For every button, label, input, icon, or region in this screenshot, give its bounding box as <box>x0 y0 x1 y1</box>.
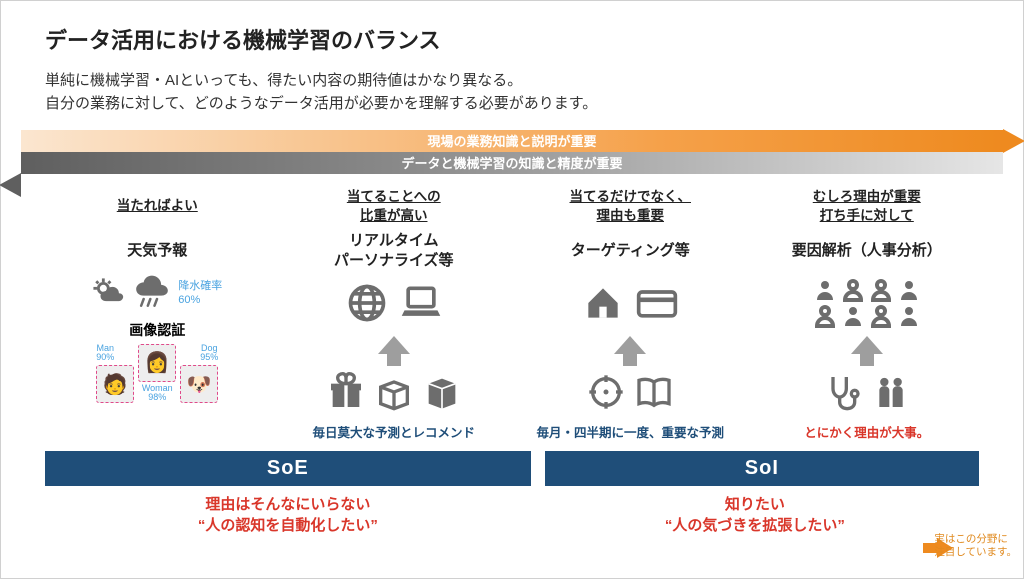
two-people-icon <box>871 372 911 412</box>
spectrum-top-label: 現場の業務知識と説明が重要 <box>427 131 596 150</box>
column-3: 当てるだけでなく、 理由も重要 ターゲティング等 毎月・四半期に一度、重要な予測 <box>518 188 743 441</box>
face-man: Man90% 🧑 <box>96 344 134 404</box>
columns: 当たればよい 天気予報 降水確率 60% 画像認証 Man90% <box>45 188 979 441</box>
open-box-icon <box>374 372 414 412</box>
rain-probability-label: 降水確率 60% <box>178 280 222 306</box>
column-4: むしろ理由が重要 打ち手に対して 要因解析（人事分析） <box>755 188 980 441</box>
subtitle-line2: 自分の業務に対して、どのようなデータ活用が必要かを理解する必要があります。 <box>45 95 597 112</box>
col2-caption: 毎日莫大な予測とレコメンド <box>312 422 475 441</box>
spectrum-top-bar: 現場の業務知識と説明が重要 <box>21 130 1003 152</box>
col1-image-label: 画像認証 <box>129 320 185 340</box>
slide-title: データ活用における機械学習のバランス <box>45 23 979 55</box>
col1-weather-icons: 降水確率 60% <box>92 274 222 314</box>
column-1: 当たればよい 天気予報 降水確率 60% 画像認証 Man90% <box>45 188 270 441</box>
col2-icons-bottom <box>326 368 462 416</box>
arrow-right-icon <box>1003 129 1024 153</box>
spectrum-bars: 現場の業務知識と説明が重要 データと機械学習の知識と精度が重要 <box>21 130 1003 176</box>
col3-head: 当てるだけでなく、 理由も重要 <box>570 188 692 226</box>
col3-caption: 毎月・四半期に一度、重要な予測 <box>536 422 724 441</box>
bottom-bands: SoE SoI <box>45 451 979 486</box>
col1-face-row: Man90% 🧑 👩 Woman98% Dog95% 🐶 <box>96 344 218 404</box>
face-man-tag: Man <box>97 343 115 353</box>
col2-example: リアルタイム パーソナライズ等 <box>334 230 454 272</box>
bottom-text-right: 知りたい “人の気づきを拡張したい” <box>531 494 979 538</box>
spectrum-bottom-label: データと機械学習の知識と精度が重要 <box>401 153 622 172</box>
card-icon <box>635 281 679 325</box>
face-man-pct: 90% <box>96 352 114 362</box>
band-soe: SoE <box>45 451 531 486</box>
gift-icon <box>326 372 366 412</box>
col4-icons-top <box>807 278 927 328</box>
slide: データ活用における機械学習のバランス 単純に機械学習・AIといっても、得たい内容… <box>1 1 1023 537</box>
face-woman-tag: Woman <box>142 383 173 393</box>
col3-example: ターゲティング等 <box>571 230 690 272</box>
arrow-left-icon <box>0 173 21 197</box>
col4-icons-bottom <box>823 368 911 416</box>
col3-icons-top <box>581 278 679 328</box>
face-woman-thumb: 👩 <box>138 344 176 382</box>
up-arrow-icon <box>378 336 410 354</box>
globe-icon <box>345 281 389 325</box>
stethoscope-icon <box>823 372 863 412</box>
bottom-text-row: 理由はそんなにいらない “人の認知を自動化したい” 知りたい “人の気づきを拡張… <box>45 494 979 538</box>
face-dog-tag: Dog <box>201 343 218 353</box>
face-dog: Dog95% 🐶 <box>180 344 218 404</box>
laptop-icon <box>399 281 443 325</box>
col1-example: 天気予報 <box>127 230 187 272</box>
footnote: 実はこの分野に 注目しています。 <box>934 533 1017 560</box>
col1-head: 当たればよい <box>117 188 198 226</box>
col2-head: 当てることへの 比重が高い <box>347 188 441 226</box>
face-man-thumb: 🧑 <box>96 365 134 403</box>
slide-subtitle: 単純に機械学習・AIといっても、得たい内容の期待値はかなり異なる。 自分の業務に… <box>45 69 979 116</box>
column-2: 当てることへの 比重が高い リアルタイム パーソナライズ等 毎日莫大な予測とレコ… <box>282 188 507 441</box>
up-arrow-icon <box>614 336 646 354</box>
col4-caption: とにかく理由が大事。 <box>804 422 929 441</box>
target-icon <box>586 372 626 412</box>
spectrum-bottom-bar: データと機械学習の知識と精度が重要 <box>21 152 1003 174</box>
face-dog-thumb: 🐶 <box>180 365 218 403</box>
sun-cloud-icon <box>92 277 126 311</box>
people-cluster-icon <box>807 278 927 328</box>
band-soi: SoI <box>545 451 979 486</box>
face-dog-pct: 95% <box>200 352 218 362</box>
rain-cloud-icon <box>132 274 172 314</box>
face-woman-pct: 98% <box>148 392 166 402</box>
col2-icons-top <box>345 278 443 328</box>
house-icon <box>581 281 625 325</box>
open-book-icon <box>634 372 674 412</box>
col3-icons-bottom <box>586 368 674 416</box>
col4-example: 要因解析（人事分析） <box>792 230 942 272</box>
subtitle-line1: 単純に機械学習・AIといっても、得たい内容の期待値はかなり異なる。 <box>45 72 522 89</box>
col4-head: むしろ理由が重要 打ち手に対して <box>813 188 921 226</box>
box-icon <box>422 372 462 412</box>
face-woman: 👩 Woman98% <box>138 344 176 404</box>
up-arrow-icon <box>851 336 883 354</box>
bottom-text-left: 理由はそんなにいらない “人の認知を自動化したい” <box>45 494 531 538</box>
